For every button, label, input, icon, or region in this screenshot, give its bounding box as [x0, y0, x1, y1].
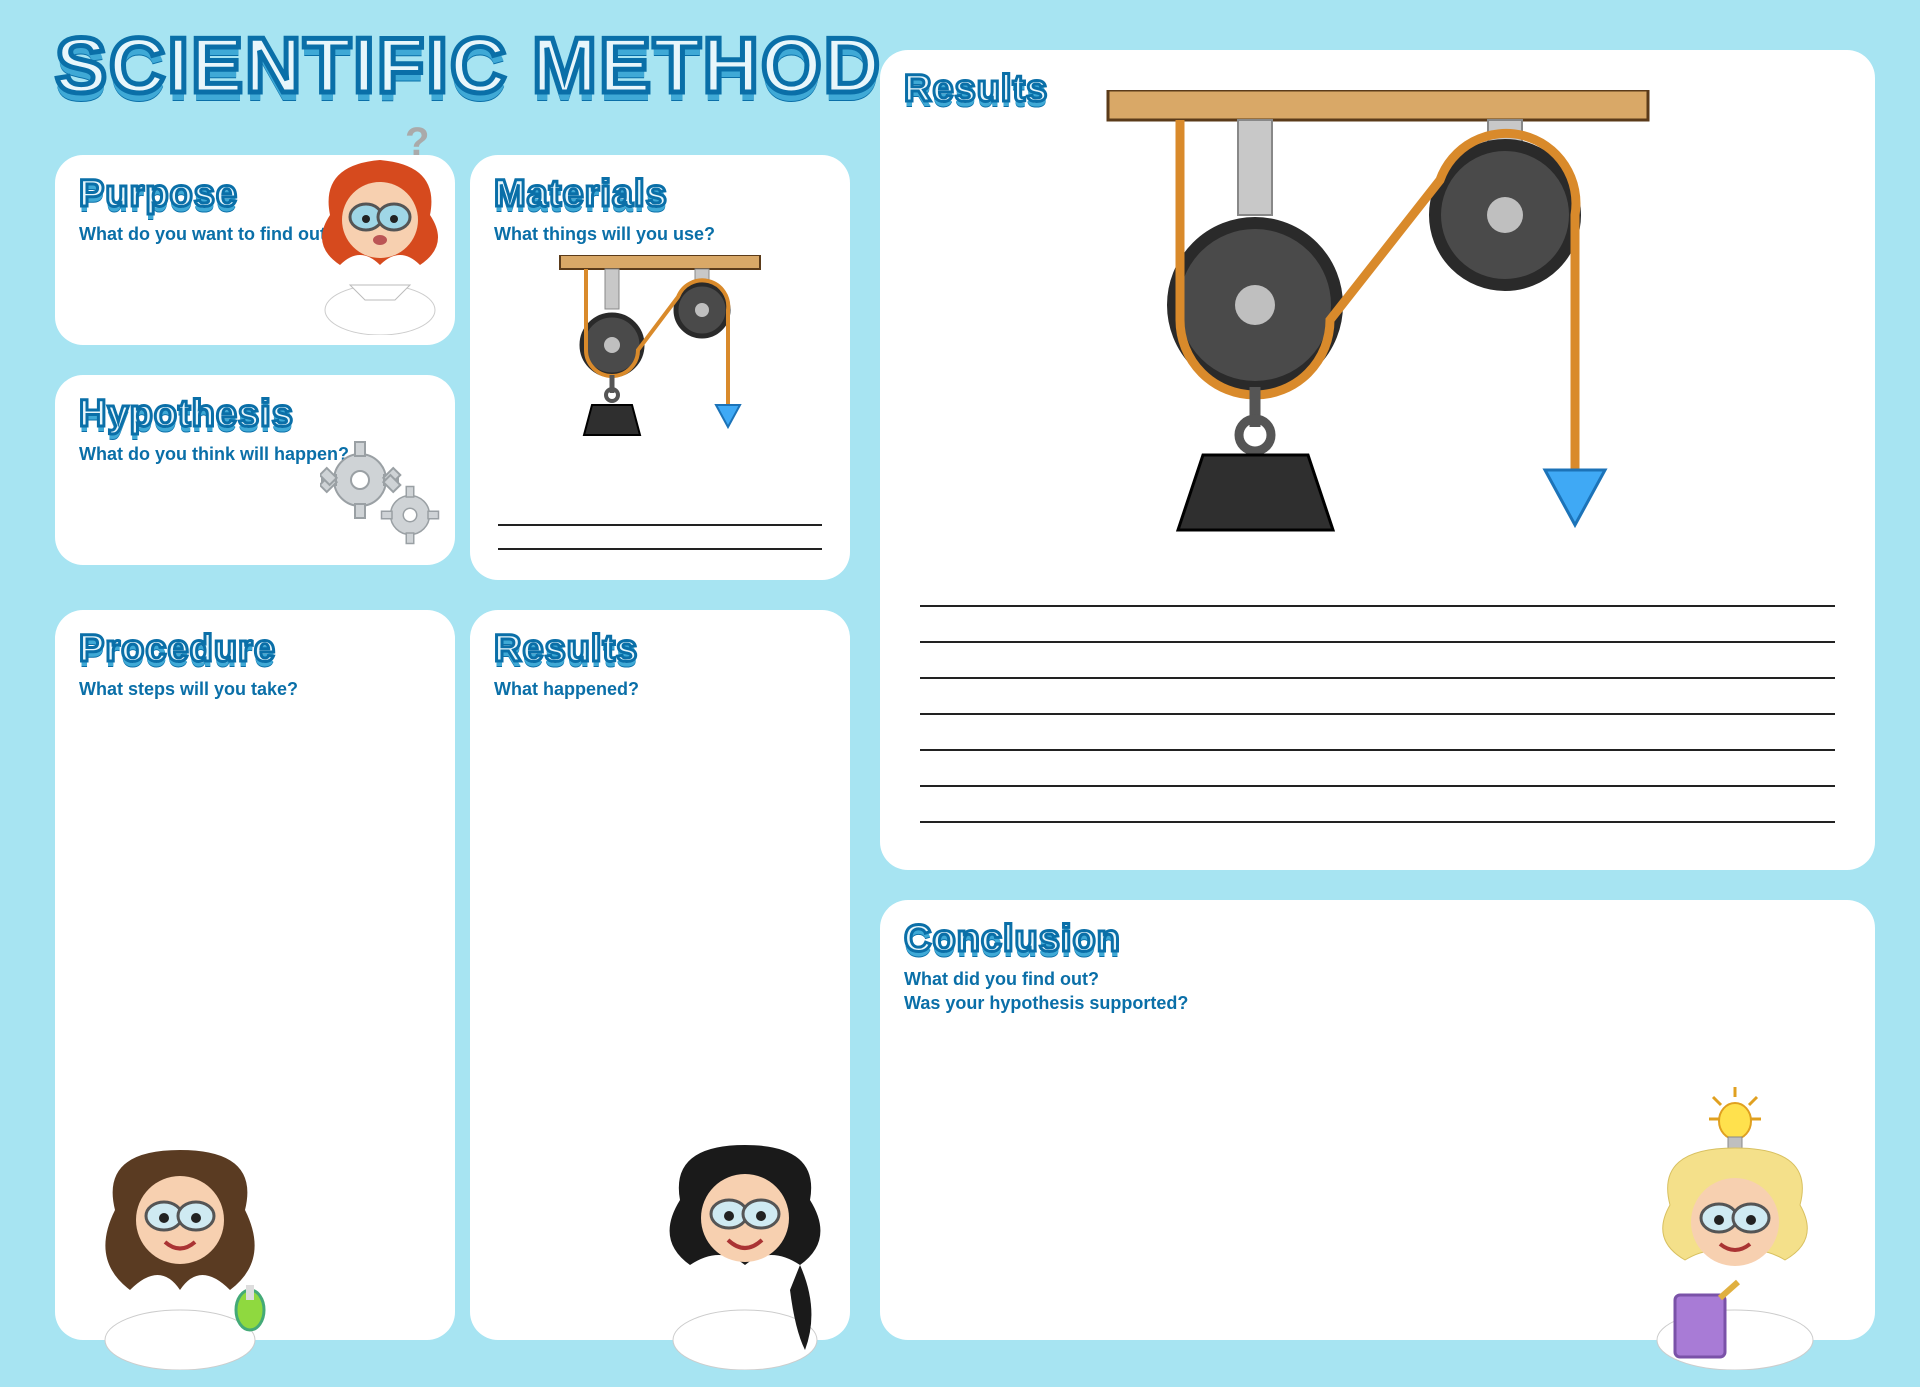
rule-line [498, 548, 822, 550]
rule-line [920, 677, 1835, 679]
scientist-kid-brown-hair [70, 1130, 290, 1370]
card-materials-subtitle: What things will you use? [470, 222, 850, 246]
card-results-small-subtitle: What happened? [470, 677, 850, 701]
rule-line [920, 821, 1835, 823]
scientist-kid-blonde-hair [1620, 1130, 1850, 1370]
card-conclusion-subtitle-1: What did you find out? [880, 967, 1875, 991]
pulley-diagram-small [550, 255, 770, 455]
rule-line [920, 749, 1835, 751]
pulley-diagram-large [1088, 90, 1668, 590]
scientist-kid-red-hair [300, 135, 460, 335]
gears-icon [320, 440, 450, 550]
rule-line [498, 524, 822, 526]
rule-line [920, 713, 1835, 715]
card-procedure-title: Procedure [55, 610, 455, 677]
card-materials-title: Materials [470, 155, 850, 222]
card-conclusion-subtitle-2: Was your hypothesis supported? [880, 991, 1875, 1015]
card-materials: Materials What things will you use? [470, 155, 850, 580]
results-writing-lines [920, 605, 1835, 823]
scientist-kid-black-hair [640, 1130, 850, 1370]
card-results-small-title: Results [470, 610, 850, 677]
rule-line [920, 785, 1835, 787]
rule-line [920, 605, 1835, 607]
materials-writing-lines [498, 524, 822, 550]
card-results-large: Results [880, 50, 1875, 870]
card-procedure-subtitle: What steps will you take? [55, 677, 455, 701]
rule-line [920, 641, 1835, 643]
card-hypothesis-title: Hypothesis [55, 375, 455, 442]
card-conclusion-title: Conclusion [880, 900, 1875, 967]
page-title: SCIENTIFIC METHOD [55, 20, 882, 111]
